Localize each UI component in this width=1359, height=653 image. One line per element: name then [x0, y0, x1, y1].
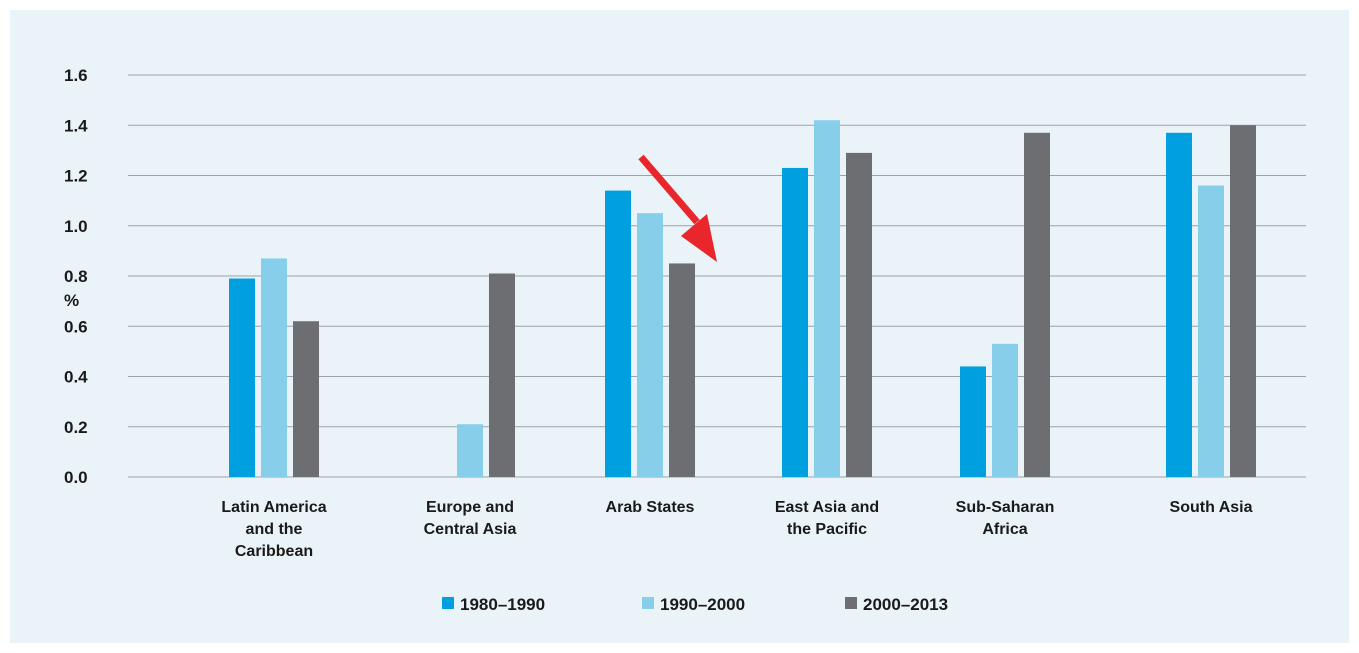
legend-swatch — [845, 597, 857, 609]
bar — [293, 321, 319, 477]
y-tick-label: 1.0 — [64, 217, 88, 236]
y-tick-label: 1.2 — [64, 167, 88, 186]
y-tick-label: 0.8 — [64, 267, 88, 286]
y-tick-label: 0.4 — [64, 368, 88, 387]
y-tick-label: 0.2 — [64, 418, 88, 437]
bar — [605, 190, 631, 477]
y-tick-label: 1.6 — [64, 66, 88, 85]
x-category-label: Europe and — [426, 499, 514, 516]
x-category-label: Caribbean — [235, 543, 313, 560]
y-tick-label: 0.6 — [64, 317, 88, 336]
bar — [489, 273, 515, 477]
y-tick-label: 1.4 — [64, 116, 88, 135]
bar — [992, 343, 1018, 477]
x-category-label: Latin America — [221, 499, 326, 516]
x-category-label: South Asia — [1170, 499, 1253, 516]
x-category-label: and the — [246, 521, 303, 538]
x-category-label: Central Asia — [424, 521, 517, 538]
bar — [1024, 132, 1050, 477]
bar — [637, 213, 663, 477]
bar — [1230, 125, 1256, 477]
x-category-label: Sub-Saharan — [956, 499, 1055, 516]
x-category-label: Arab States — [606, 499, 695, 516]
x-axis-categories: Latin America and the Caribbean Europe and C… — [221, 499, 1252, 560]
arrow-head — [681, 214, 717, 262]
x-category-label: the Pacific — [787, 521, 867, 538]
gridlines — [128, 74, 1306, 478]
bar — [261, 258, 287, 477]
x-category-label: Africa — [982, 521, 1027, 538]
x-category-label: East Asia and — [775, 499, 879, 516]
arrow-shaft — [638, 154, 700, 225]
bar — [457, 424, 483, 477]
legend-label: 2000–2013 — [863, 595, 948, 614]
legend-label: 1980–1990 — [460, 595, 545, 614]
bar — [814, 120, 840, 477]
bar — [960, 366, 986, 477]
legend-swatch — [442, 597, 454, 609]
y-axis-label: % — [64, 291, 79, 310]
legend: 1980–1990 1990–2000 2000–2013 — [442, 595, 948, 614]
bar — [1166, 132, 1192, 477]
y-axis-ticks: 0.0 0.2 0.4 0.6 0.8 1.0 1.2 1.4 1.6 — [64, 66, 88, 487]
bar — [1198, 185, 1224, 478]
bars — [229, 120, 1256, 478]
bar — [846, 152, 872, 477]
y-tick-label: 0.0 — [64, 468, 88, 487]
annotations — [638, 154, 717, 262]
bar — [782, 167, 808, 477]
bar — [229, 278, 255, 477]
legend-swatch — [642, 597, 654, 609]
bar — [669, 263, 695, 477]
legend-label: 1990–2000 — [660, 595, 745, 614]
